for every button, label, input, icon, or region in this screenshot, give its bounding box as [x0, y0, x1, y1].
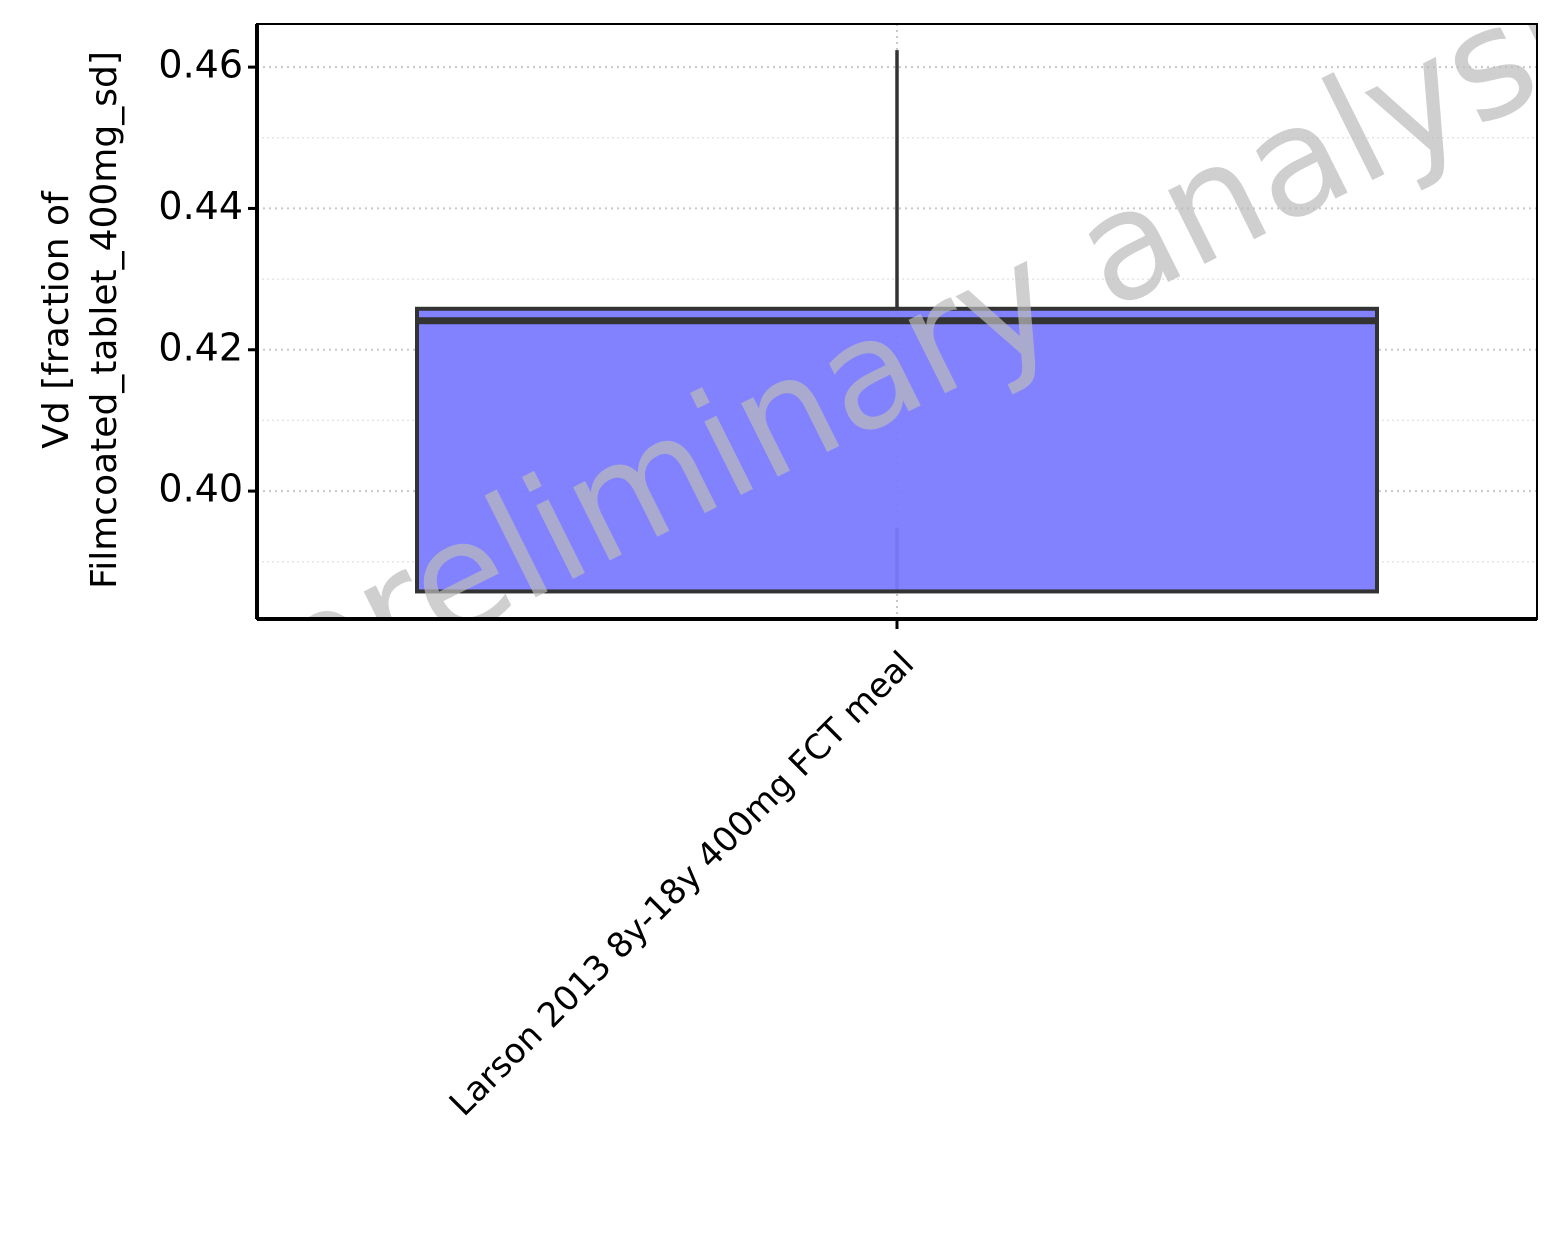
y-tick-label: 0.42 — [158, 325, 243, 369]
y-axis-label: Vd [fraction of — [36, 190, 77, 449]
y-axis-label: Filmcoated_tablet_400mg_sd] — [84, 51, 125, 589]
x-tick-label: Larson 2013 8y-18y 400mg FCT meal — [442, 644, 922, 1124]
y-tick-label: 0.44 — [158, 184, 243, 228]
y-tick-label: 0.46 — [158, 43, 243, 87]
box — [415, 306, 1379, 594]
y-tick-label: 0.40 — [158, 467, 243, 511]
